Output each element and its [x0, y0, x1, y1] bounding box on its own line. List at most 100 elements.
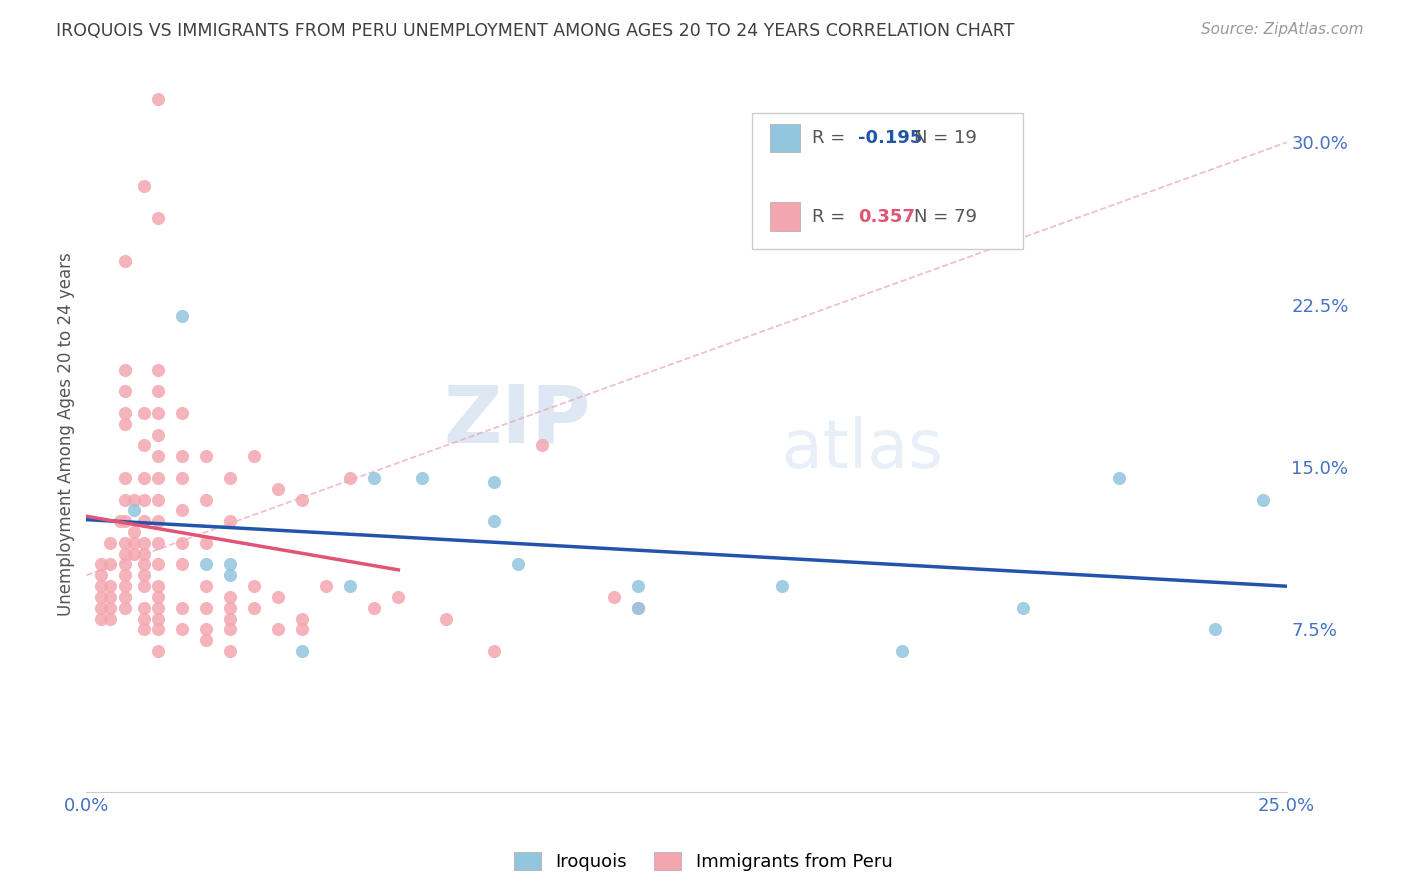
Point — [172, 558, 194, 572]
Point — [114, 492, 136, 507]
Point — [114, 254, 136, 268]
Point — [1011, 600, 1033, 615]
Point — [219, 611, 242, 625]
Point — [124, 492, 146, 507]
Point — [219, 623, 242, 637]
Point — [484, 514, 506, 528]
Point — [132, 623, 155, 637]
Point — [195, 536, 218, 550]
Text: IROQUOIS VS IMMIGRANTS FROM PERU UNEMPLOYMENT AMONG AGES 20 TO 24 YEARS CORRELAT: IROQUOIS VS IMMIGRANTS FROM PERU UNEMPLO… — [56, 22, 1015, 40]
Point — [267, 623, 290, 637]
Point — [291, 623, 314, 637]
Point — [148, 384, 170, 399]
Point — [148, 362, 170, 376]
Point — [627, 600, 650, 615]
Point — [132, 178, 155, 193]
FancyBboxPatch shape — [752, 113, 1022, 249]
Point — [172, 449, 194, 463]
Text: N = 79: N = 79 — [914, 208, 977, 226]
Point — [114, 558, 136, 572]
Point — [114, 547, 136, 561]
Point — [219, 590, 242, 604]
Point — [132, 547, 155, 561]
Point — [195, 579, 218, 593]
Text: N = 19: N = 19 — [914, 129, 977, 147]
Point — [195, 492, 218, 507]
Text: atlas: atlas — [783, 416, 943, 482]
Point — [114, 568, 136, 582]
Point — [124, 524, 146, 539]
Point — [132, 492, 155, 507]
Point — [172, 600, 194, 615]
Point — [114, 579, 136, 593]
Point — [90, 558, 112, 572]
Point — [148, 611, 170, 625]
Point — [90, 611, 112, 625]
Text: -0.195: -0.195 — [858, 129, 922, 147]
FancyBboxPatch shape — [770, 124, 800, 153]
Point — [148, 644, 170, 658]
Point — [148, 590, 170, 604]
Point — [114, 536, 136, 550]
Point — [114, 514, 136, 528]
Point — [363, 600, 385, 615]
Point — [531, 438, 554, 452]
Point — [114, 406, 136, 420]
Point — [411, 471, 433, 485]
Point — [148, 623, 170, 637]
Point — [267, 482, 290, 496]
Point — [90, 590, 112, 604]
Point — [98, 558, 121, 572]
Point — [114, 590, 136, 604]
Text: R =: R = — [813, 129, 852, 147]
Point — [132, 406, 155, 420]
Point — [243, 449, 266, 463]
Point — [172, 503, 194, 517]
Point — [114, 417, 136, 431]
Point — [291, 611, 314, 625]
Point — [243, 600, 266, 615]
Point — [484, 644, 506, 658]
Point — [124, 547, 146, 561]
Point — [90, 568, 112, 582]
Text: 0.357: 0.357 — [858, 208, 915, 226]
Point — [172, 623, 194, 637]
Point — [243, 579, 266, 593]
Point — [315, 579, 337, 593]
Point — [148, 406, 170, 420]
Point — [148, 471, 170, 485]
Point — [219, 600, 242, 615]
FancyBboxPatch shape — [770, 202, 800, 231]
Point — [172, 406, 194, 420]
Point — [219, 514, 242, 528]
Point — [124, 536, 146, 550]
Point — [90, 579, 112, 593]
Point — [98, 579, 121, 593]
Point — [195, 623, 218, 637]
Point — [148, 536, 170, 550]
Point — [148, 579, 170, 593]
Point — [195, 558, 218, 572]
Point — [132, 579, 155, 593]
Point — [627, 600, 650, 615]
Point — [1204, 623, 1226, 637]
Point — [148, 514, 170, 528]
Text: Source: ZipAtlas.com: Source: ZipAtlas.com — [1201, 22, 1364, 37]
Point — [195, 600, 218, 615]
Point — [291, 492, 314, 507]
Point — [108, 514, 131, 528]
Point — [98, 590, 121, 604]
Point — [1251, 492, 1274, 507]
Point — [219, 558, 242, 572]
Point — [132, 471, 155, 485]
Point — [148, 211, 170, 226]
Point — [339, 579, 361, 593]
Point — [172, 471, 194, 485]
Point — [172, 536, 194, 550]
Point — [132, 568, 155, 582]
Point — [132, 536, 155, 550]
Point — [114, 362, 136, 376]
Point — [603, 590, 626, 604]
Point — [195, 449, 218, 463]
Point — [98, 536, 121, 550]
